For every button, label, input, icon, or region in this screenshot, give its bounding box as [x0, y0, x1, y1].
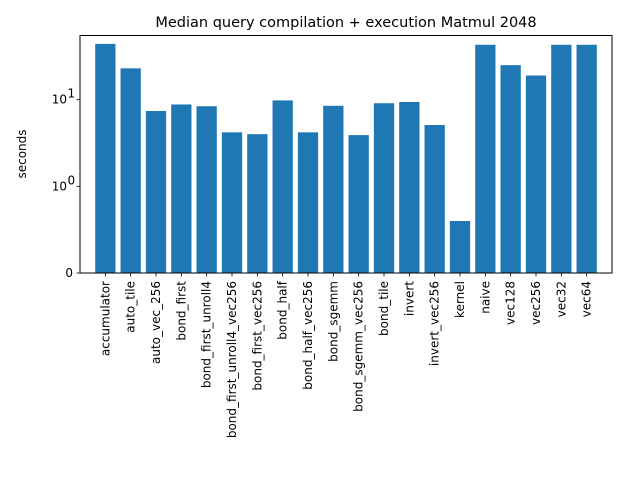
bar-kernel: [449, 220, 471, 273]
bar-vec256: [525, 75, 547, 273]
bar-auto_tile: [120, 68, 141, 274]
bar-vec32: [551, 44, 572, 274]
x-tick-label-bond_half_vec256: bond_half_vec256: [301, 281, 315, 390]
bar-bond_first: [171, 104, 192, 273]
x-tick-label-kernel: kernel: [453, 281, 467, 318]
x-tick-label-vec64: vec64: [580, 281, 594, 317]
x-axis-ticks: accumulator auto_tile auto_vec_256 bond_fir…: [98, 273, 594, 438]
chart-title: Median query compilation + execution Mat…: [155, 15, 536, 31]
x-tick-label-bond_tile: bond_tile: [377, 281, 391, 336]
bar-bond_half: [272, 100, 293, 273]
y-tick-label-exponent: 1: [68, 87, 76, 101]
bar-auto_vec_256: [145, 110, 167, 273]
x-tick-label-bond_sgemm: bond_sgemm: [326, 281, 340, 362]
bar-bond_first_vec256: [247, 134, 268, 273]
x-tick-label-bond_first_unroll4: bond_first_unroll4: [200, 281, 214, 388]
x-tick-label-vec128: vec128: [504, 281, 518, 325]
plot-frame: [79, 35, 613, 274]
bars-group: [95, 43, 597, 274]
bar-vec64: [576, 44, 597, 274]
x-tick-label-bond_first_unroll4_vec256: bond_first_unroll4_vec256: [225, 281, 239, 438]
bar-invert: [399, 101, 420, 273]
x-tick-label-vec256: vec256: [529, 281, 543, 325]
x-tick-label-accumulator: accumulator: [98, 281, 112, 356]
x-tick-label-invert: invert: [402, 281, 416, 316]
bar-vec128: [500, 65, 521, 273]
x-tick-label-naive: naive: [478, 281, 492, 314]
bar-accumulator: [95, 43, 116, 274]
x-tick-label-auto_tile: auto_tile: [124, 281, 138, 333]
bar-bond_sgemm: [323, 105, 344, 274]
y-tick-label: 10: [52, 179, 67, 193]
y-tick-label-exponent: 0: [68, 173, 76, 187]
bar-bond_sgemm_vec256: [348, 135, 369, 273]
bar-bond_tile: [373, 103, 395, 273]
x-tick-label-bond_half: bond_half: [276, 280, 290, 339]
x-tick-label-bond_sgemm_vec256: bond_sgemm_vec256: [352, 281, 366, 412]
bar-invert_vec256: [424, 125, 445, 273]
bar-bond_first_unroll4_vec256: [221, 132, 243, 273]
bar-naive: [475, 44, 496, 274]
y-tick-label: 10: [52, 93, 67, 107]
x-tick-label-bond_first: bond_first: [174, 281, 188, 341]
x-tick-label-invert_vec256: invert_vec256: [428, 281, 442, 366]
bar-bond_first_unroll4: [196, 106, 217, 274]
bar-bond_half_vec256: [297, 132, 319, 273]
x-tick-label-auto_vec_256: auto_vec_256: [149, 281, 163, 364]
y-tick-label: 0: [65, 266, 73, 280]
x-tick-label-bond_first_vec256: bond_first_vec256: [250, 281, 264, 391]
x-tick-label-vec32: vec32: [554, 281, 568, 317]
y-axis-label: seconds: [15, 129, 29, 178]
